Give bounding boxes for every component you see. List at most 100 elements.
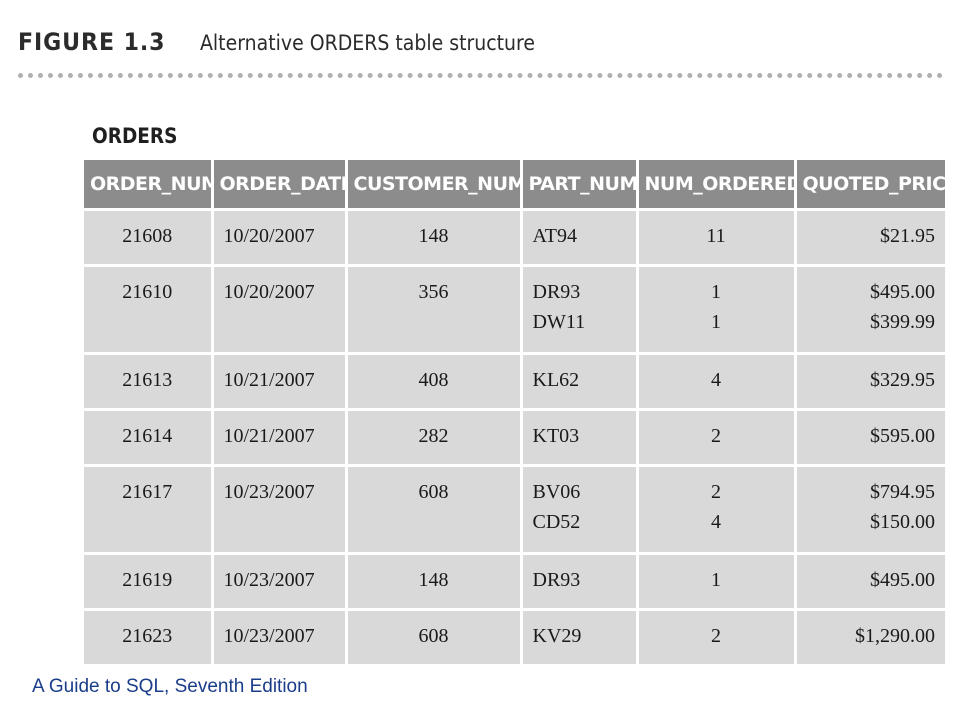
- part-num-cell: DR93 DW11: [521, 265, 639, 355]
- quoted-price-line: $794.95: [870, 481, 935, 503]
- order-date-cell: 10/20/2007: [212, 265, 348, 355]
- order-date-cell: 10/23/2007: [212, 553, 348, 611]
- part-num-cell: DR93: [521, 553, 639, 611]
- order-num-cell: 21614: [84, 409, 214, 467]
- customer-num-value: 148: [418, 225, 449, 247]
- quoted-price-cell: $595.00: [795, 409, 945, 467]
- part-num-line: BV06: [532, 481, 581, 503]
- quoted-price-cell: $21.95: [795, 209, 945, 267]
- quoted-price-line: $150.00: [870, 511, 935, 533]
- quoted-price-line: $495.00: [870, 281, 935, 303]
- order-num-cell: 21608: [84, 209, 214, 267]
- part-num-line: KT03: [532, 425, 580, 447]
- dotted-divider: [18, 73, 943, 78]
- customer-num-value: 608: [418, 625, 449, 647]
- table-row: 21617 10/23/2007 608 BV06 CD52 2 4 $794.95 $150.…: [84, 465, 945, 555]
- customer-num-cell: 608: [346, 609, 523, 667]
- part-num-cell: KT03: [521, 409, 639, 467]
- orders-table: ORDER_NUM ORDER_DATE CUSTOMER_NUM PART_N…: [84, 160, 945, 667]
- order-num-value: 21610: [122, 281, 173, 303]
- customer-num-cell: 282: [346, 409, 523, 467]
- table-row: 21614 10/21/2007 282 KT03 2 $595.00: [84, 409, 945, 467]
- table-row: 21619 10/23/2007 148 DR93 1 $495.00: [84, 553, 945, 611]
- table-name: ORDERS: [92, 124, 178, 148]
- num-ordered-cell: 4: [637, 353, 797, 411]
- order-date-value: 10/23/2007: [223, 625, 315, 647]
- order-date-value: 10/23/2007: [223, 569, 315, 591]
- order-num-value: 21613: [122, 369, 173, 391]
- num-ordered-line: 2: [711, 425, 721, 447]
- order-date-value: 10/21/2007: [223, 369, 315, 391]
- order-date-value: 10/20/2007: [223, 225, 315, 247]
- customer-num-value: 148: [418, 569, 449, 591]
- customer-num-cell: 608: [346, 465, 523, 555]
- part-num-line: KV29: [532, 625, 582, 647]
- table-row: 21613 10/21/2007 408 KL62 4 $329.95: [84, 353, 945, 411]
- order-num-cell: 21610: [84, 265, 214, 355]
- num-ordered-line: 1: [711, 311, 721, 333]
- figure-header: FIGURE 1.3 Alternative ORDERS table stru…: [18, 28, 572, 56]
- table-row: 21623 10/23/2007 608 KV29 2 $1,290.00: [84, 609, 945, 667]
- column-header: ORDER_NUM: [84, 160, 214, 211]
- customer-num-cell: 408: [346, 353, 523, 411]
- part-num-line: AT94: [532, 225, 577, 247]
- quoted-price-line: $329.95: [870, 369, 935, 391]
- order-num-value: 21608: [122, 225, 173, 247]
- quoted-price-line: $399.99: [870, 311, 935, 333]
- quoted-price-line: $495.00: [870, 569, 935, 591]
- quoted-price-line: $595.00: [870, 425, 935, 447]
- part-num-line: DR93: [532, 281, 581, 303]
- order-date-cell: 10/21/2007: [212, 409, 348, 467]
- part-num-line: DW11: [532, 311, 586, 333]
- table-body: 21608 10/20/2007 148 AT94 11 $21.95 21610 10/20…: [84, 209, 945, 667]
- order-date-cell: 10/23/2007: [212, 465, 348, 555]
- customer-num-value: 356: [418, 281, 449, 303]
- column-header: NUM_ORDERED: [637, 160, 797, 211]
- num-ordered-line: 11: [706, 225, 726, 247]
- order-num-cell: 21619: [84, 553, 214, 611]
- quoted-price-cell: $1,290.00: [795, 609, 945, 667]
- quoted-price-cell: $495.00: [795, 553, 945, 611]
- figure-number: FIGURE 1.3: [18, 28, 166, 56]
- column-header: ORDER_DATE: [212, 160, 348, 211]
- column-header: QUOTED_PRICE: [795, 160, 945, 211]
- customer-num-value: 608: [418, 481, 449, 503]
- quoted-price-cell: $329.95: [795, 353, 945, 411]
- column-header: CUSTOMER_NUM: [346, 160, 523, 211]
- order-date-cell: 10/21/2007: [212, 353, 348, 411]
- num-ordered-line: 1: [711, 569, 721, 591]
- customer-num-value: 408: [418, 369, 449, 391]
- book-footer: A Guide to SQL, Seventh Edition: [32, 676, 308, 697]
- part-num-cell: KV29: [521, 609, 639, 667]
- part-num-cell: BV06 CD52: [521, 465, 639, 555]
- figure-title: Alternative ORDERS table structure: [200, 31, 536, 55]
- customer-num-cell: 148: [346, 553, 523, 611]
- column-header: PART_NUM: [521, 160, 639, 211]
- part-num-line: KL62: [532, 369, 580, 391]
- order-date-cell: 10/23/2007: [212, 609, 348, 667]
- num-ordered-line: 2: [711, 481, 721, 503]
- customer-num-cell: 356: [346, 265, 523, 355]
- order-num-cell: 21617: [84, 465, 214, 555]
- num-ordered-cell: 1: [637, 553, 797, 611]
- order-num-cell: 21613: [84, 353, 214, 411]
- num-ordered-cell: 2: [637, 609, 797, 667]
- part-num-cell: KL62: [521, 353, 639, 411]
- customer-num-cell: 148: [346, 209, 523, 267]
- customer-num-value: 282: [418, 425, 449, 447]
- order-date-value: 10/23/2007: [223, 481, 315, 503]
- order-date-value: 10/21/2007: [223, 425, 315, 447]
- part-num-line: CD52: [532, 511, 581, 533]
- table-row: 21610 10/20/2007 356 DR93 DW11 1 1 $495.00 $399.…: [84, 265, 945, 355]
- num-ordered-line: 1: [711, 281, 721, 303]
- order-date-value: 10/20/2007: [223, 281, 315, 303]
- order-num-value: 21614: [122, 425, 173, 447]
- table-header-row: ORDER_NUM ORDER_DATE CUSTOMER_NUM PART_N…: [84, 160, 945, 211]
- quoted-price-line: $1,290.00: [855, 625, 935, 647]
- order-num-cell: 21623: [84, 609, 214, 667]
- quoted-price-cell: $495.00 $399.99: [795, 265, 945, 355]
- num-ordered-line: 2: [711, 625, 721, 647]
- order-num-value: 21619: [122, 569, 173, 591]
